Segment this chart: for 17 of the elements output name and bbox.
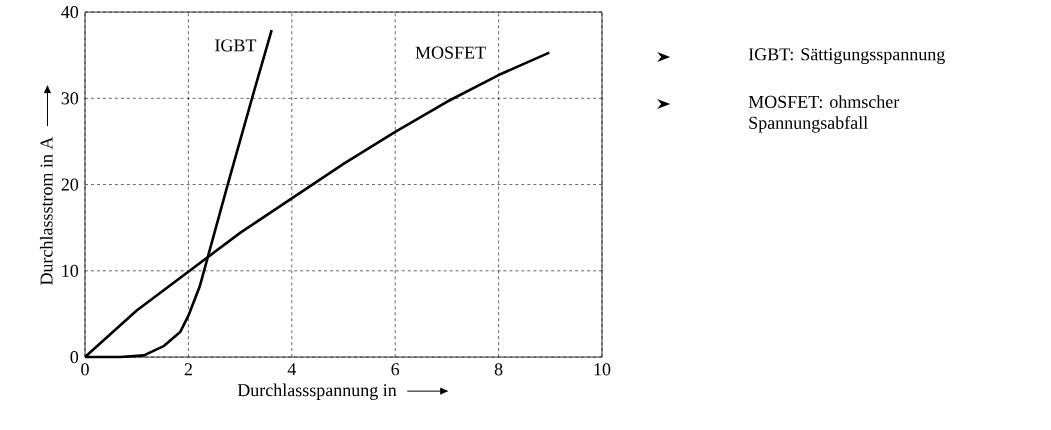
- y-tick-label: 20: [61, 178, 79, 191]
- x-tick-label: 6: [391, 363, 400, 376]
- y-tick-label: 0: [70, 350, 79, 364]
- y-tick-label: 10: [62, 264, 79, 277]
- series-label: MOSFET: [415, 46, 486, 59]
- x-tick-label: 0: [81, 363, 89, 376]
- series-label: IGBT: [215, 39, 257, 52]
- text: IGBT: Sättigungsspannung: [748, 48, 945, 65]
- x-tick-label: 4: [287, 363, 297, 376]
- text: MOSFET: ohmscher Spannungsabfall: [748, 95, 900, 133]
- y-tick-label: 40: [61, 5, 79, 19]
- x-axis-title: Durchlassspannung in: [237, 383, 397, 400]
- y-tick-label: 30: [61, 92, 79, 105]
- y-axis-title: Durchlassstrom in A: [39, 136, 53, 286]
- x-tick-label: 2: [184, 363, 192, 376]
- x-tick-label: 10: [594, 363, 611, 376]
- x-tick-label: 8: [494, 363, 503, 376]
